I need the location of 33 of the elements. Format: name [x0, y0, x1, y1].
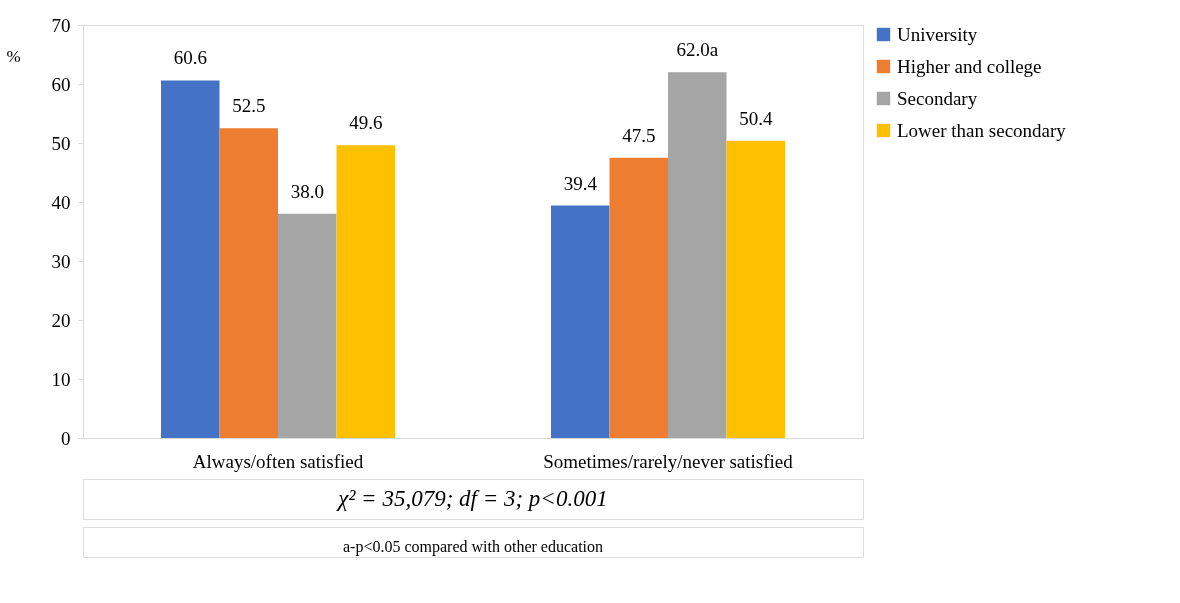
y-tick-label: 20 — [51, 309, 71, 331]
bar — [278, 213, 337, 438]
y-tick-label: 50 — [51, 132, 71, 154]
y-tick-label: 0 — [61, 427, 71, 449]
data-label: 50.4 — [739, 107, 773, 129]
bar — [668, 72, 727, 438]
legend-label: Higher and college — [897, 55, 1042, 77]
text: a-p<0.05 compared with other education — [342, 538, 604, 556]
data-label: 60.6 — [173, 47, 207, 69]
bar — [336, 145, 395, 438]
y-tick-label: 40 — [51, 191, 71, 213]
bar — [726, 140, 785, 438]
x-tick-label: Always/often satisfied — [192, 450, 364, 472]
data-label: 38.0 — [290, 180, 324, 202]
y-tick-label: 70 — [51, 14, 71, 36]
bar — [551, 205, 610, 438]
bar — [609, 157, 668, 438]
legend-label: Secondary — [897, 87, 978, 109]
y-axis-title: % — [6, 46, 21, 66]
data-label: 39.4 — [563, 172, 598, 194]
data-label: 47.5 — [622, 124, 656, 146]
y-tick-label: 30 — [51, 250, 71, 272]
data-label: 62.0a — [676, 39, 719, 61]
x-tick-label: Sometimes/rarely/never satisfied — [543, 450, 794, 472]
bar — [219, 128, 278, 438]
legend-label: Lower than secondary — [897, 119, 1067, 141]
bar — [161, 80, 220, 438]
data-label: 52.5 — [232, 95, 266, 117]
y-tick-label: 10 — [51, 368, 71, 390]
legend-label: University — [897, 23, 978, 45]
text: χ² = 35,079; df = 3; p<0.001 — [336, 486, 608, 511]
data-label: 49.6 — [349, 112, 383, 134]
y-tick-label: 60 — [51, 73, 71, 95]
